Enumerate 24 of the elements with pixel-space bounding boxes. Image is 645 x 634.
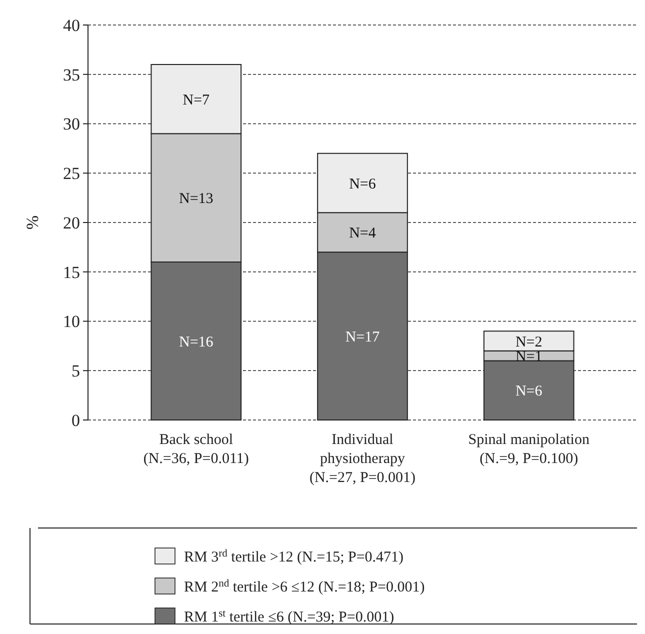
y-tick-label: 15 <box>63 262 80 282</box>
legend-label: RM 2$^{nd}$ tertile >6 ≤12 (N.=18; P=0.001) <box>184 578 425 596</box>
x-tick-label: Back school (N.=36, P=0.011) <box>143 432 249 467</box>
legend-label: RM 1$^{st}$ tertile ≤6 (N.=39; P=0.001) <box>184 608 394 626</box>
y-tick-label: 25 <box>63 164 80 184</box>
y-tick-label: 0 <box>72 410 80 430</box>
y-tick-label: 40 <box>63 16 80 35</box>
y-tick-label: 20 <box>63 213 80 232</box>
data-label: N=4 <box>349 226 376 242</box>
data-label: N=13 <box>178 191 214 208</box>
y-tick-label: 5 <box>72 362 80 381</box>
y-axis-title: % <box>23 215 42 230</box>
data-label: N=16 <box>178 334 214 350</box>
x-tick-label: Individual physiotherapy (N.=27, P=0.001) <box>309 432 416 486</box>
data-label: N=7 <box>182 92 210 108</box>
data-label: N=6 <box>515 384 543 400</box>
data-label: N=17 <box>345 329 380 346</box>
x-tick-label: Spinal manipolation (N.=9, P=0.100) <box>468 432 590 467</box>
data-label: N=6 <box>349 176 376 192</box>
y-tick-label: 10 <box>63 312 80 332</box>
data-label: N=2 <box>515 334 542 350</box>
y-tick-label: 30 <box>63 114 80 134</box>
legend-label: RM 3$^{rd}$ tertile >12 (N.=15; P=0.471) <box>184 548 404 566</box>
y-tick-label: 35 <box>63 65 80 84</box>
